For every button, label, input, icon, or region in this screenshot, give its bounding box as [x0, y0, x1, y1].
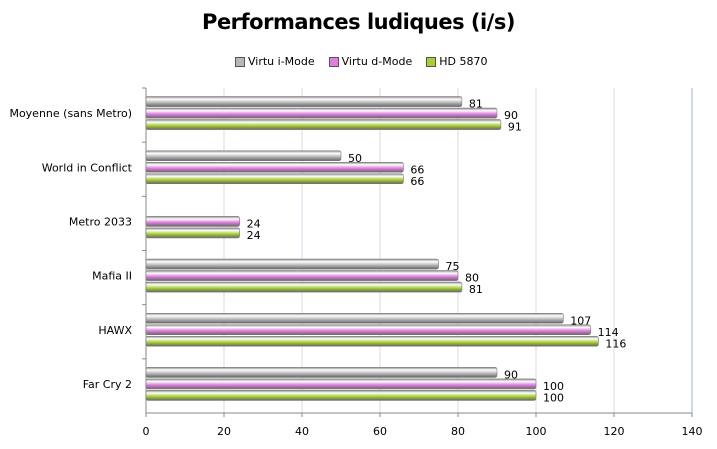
data-label: 24 — [247, 229, 261, 242]
bar — [145, 150, 342, 162]
chart-title: Performances ludiques (i/s) — [202, 10, 515, 34]
data-label: 75 — [446, 260, 460, 273]
legend-swatch — [328, 56, 339, 67]
bar — [145, 281, 463, 293]
bar — [145, 173, 404, 185]
category-label: Far Cry 2 — [83, 378, 132, 391]
data-label: 116 — [605, 337, 626, 350]
bar — [145, 227, 240, 239]
legend: Virtu i-Mode Virtu d-Mode HD 5870 — [235, 55, 487, 68]
legend-swatch — [235, 56, 245, 67]
bar — [145, 324, 591, 336]
x-tick-label: 60 — [373, 425, 387, 438]
legend-item: Virtu i-Mode — [235, 55, 315, 68]
bar — [145, 312, 564, 324]
category-label: HAWX — [98, 324, 132, 337]
x-tick-label: 20 — [217, 425, 231, 438]
data-label: 81 — [469, 98, 483, 111]
data-label: 91 — [508, 121, 522, 134]
bar — [145, 258, 439, 270]
bar — [145, 390, 537, 401]
legend-item: HD 5870 — [426, 55, 487, 68]
x-tick-label: 120 — [604, 425, 625, 438]
bar — [145, 161, 404, 173]
data-label: 100 — [543, 391, 564, 404]
category-label: World in Conflict — [42, 161, 133, 174]
category-label: Metro 2033 — [69, 215, 132, 228]
bar — [145, 335, 599, 347]
x-tick-label: 0 — [143, 425, 150, 438]
data-label: 66 — [410, 175, 424, 188]
bar — [145, 96, 463, 107]
bar — [145, 107, 498, 119]
data-label: 24 — [247, 217, 261, 230]
x-tick-label: 100 — [526, 425, 547, 438]
category-label: Moyenne (sans Metro) — [9, 107, 132, 120]
legend-label: HD 5870 — [439, 55, 488, 68]
legend-label: Virtu d-Mode — [341, 55, 413, 68]
data-label: 66 — [410, 163, 424, 176]
bar — [145, 216, 240, 227]
data-label: 90 — [504, 368, 518, 381]
legend-item: Virtu d-Mode — [328, 55, 413, 68]
bar — [145, 270, 459, 281]
legend-label: Virtu i-Mode — [248, 55, 315, 68]
x-tick-label: 80 — [451, 425, 465, 438]
x-tick-label: 40 — [295, 425, 309, 438]
bar — [145, 378, 537, 390]
legend-swatch — [426, 56, 437, 67]
x-tick-label: 140 — [682, 425, 703, 438]
data-label: 100 — [543, 380, 564, 393]
data-label: 81 — [469, 283, 483, 296]
bar — [145, 119, 502, 130]
data-label: 90 — [504, 109, 518, 122]
data-label: 107 — [570, 314, 591, 327]
data-label: 80 — [465, 272, 479, 285]
data-label: 114 — [598, 326, 619, 339]
bar — [145, 367, 498, 378]
data-label: 50 — [348, 152, 362, 165]
category-label: Mafia II — [92, 270, 132, 283]
